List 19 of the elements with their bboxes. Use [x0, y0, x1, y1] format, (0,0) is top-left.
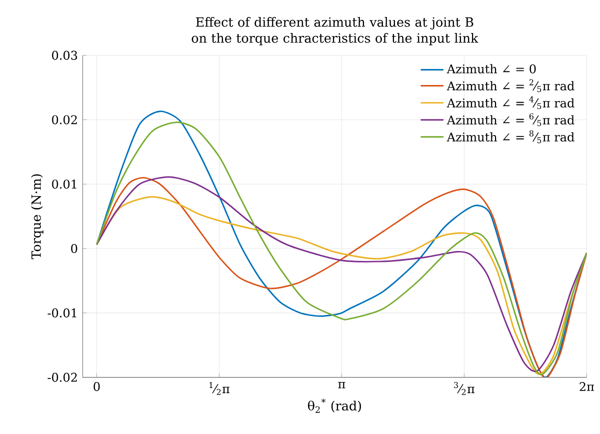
x-tick-label: $^{3}$⁄$_{2}$π — [454, 382, 474, 395]
legend-label: Azimuth ∠ = $^{8}$⁄$_{5}$π rad — [446, 130, 574, 144]
y-tick-label: -0.01 — [48, 308, 76, 318]
legend-label: Azimuth ∠ = $^{6}$⁄$_{5}$π rad — [446, 113, 574, 126]
y-tick-label: 0.01 — [52, 180, 76, 189]
y-tick-label: 0.02 — [52, 115, 77, 124]
y-tick-label: 0 — [71, 244, 78, 254]
x-tick-label: 2π — [580, 382, 594, 391]
x-tick-label: 0 — [94, 382, 100, 392]
chart-title: Effect of different azimuth values at joint B on the torque chracteristics of the input link — [192, 17, 478, 46]
legend-label: Azimuth ∠ = $^{2}$⁄$_{5}$π rad — [446, 79, 574, 92]
y-axis-title: Torque (N·m) — [31, 174, 44, 260]
legend-label: Azimuth ∠ = 0 — [446, 64, 536, 74]
y-tick-label: -0.02 — [48, 372, 77, 382]
x-axis-title: θ$_{2}$$^{*}$ (rad) — [308, 398, 361, 413]
legend-label: Azimuth ∠ = $^{4}$⁄$_{5}$π rad — [446, 96, 574, 110]
x-tick-label: $^{1}$⁄$_{2}$π — [209, 382, 230, 395]
y-tick-label: 0.03 — [52, 50, 78, 60]
x-tick-label: π — [338, 382, 346, 388]
